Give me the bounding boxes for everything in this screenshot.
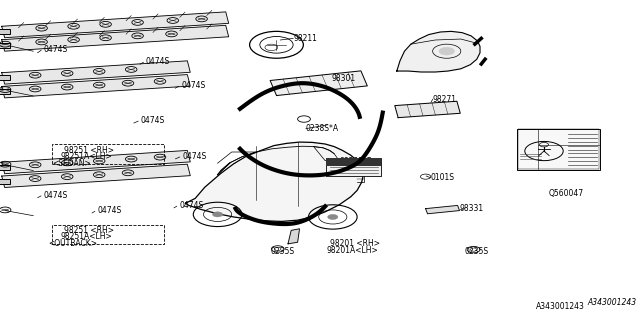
Bar (0, 29, 10, 34)
Circle shape (328, 214, 338, 220)
Bar (517, 129, 600, 170)
Text: 98251A<LH>: 98251A<LH> (61, 152, 113, 161)
Polygon shape (2, 150, 190, 174)
Polygon shape (186, 142, 364, 221)
Text: 98251A<LH>: 98251A<LH> (61, 232, 113, 241)
Text: 0474S: 0474S (181, 81, 205, 90)
Text: 0235S: 0235S (270, 247, 294, 256)
Text: Q560047: Q560047 (549, 189, 584, 198)
Text: 98211: 98211 (293, 34, 317, 43)
Bar (0, 43, 10, 48)
Text: A343001243: A343001243 (536, 302, 585, 311)
Polygon shape (288, 229, 300, 244)
Circle shape (212, 212, 223, 217)
Polygon shape (395, 101, 460, 118)
Text: 98281*B: 98281*B (339, 157, 372, 166)
Bar (0, 89, 10, 94)
Polygon shape (2, 164, 190, 188)
Text: 0474S: 0474S (146, 57, 170, 66)
Bar (326, 158, 381, 176)
Text: <OUTBACK>: <OUTBACK> (48, 239, 97, 248)
Text: 98331: 98331 (460, 204, 484, 213)
Text: 98281*A: 98281*A (552, 143, 585, 152)
Text: <RH,LH>: <RH,LH> (554, 149, 590, 158)
Polygon shape (2, 61, 190, 84)
Bar (326, 158, 381, 166)
Text: (-2003): (-2003) (554, 156, 582, 164)
Text: 98201 <RH>: 98201 <RH> (330, 239, 380, 248)
Polygon shape (2, 12, 228, 38)
Text: 0238S*A: 0238S*A (306, 124, 339, 133)
Text: 98201A<LH>: 98201A<LH> (326, 246, 378, 255)
Text: 98271: 98271 (433, 95, 457, 104)
Text: 98251 <RH>: 98251 <RH> (64, 146, 114, 155)
Polygon shape (426, 205, 460, 214)
Polygon shape (270, 71, 367, 96)
Polygon shape (2, 25, 228, 51)
Text: 0235S: 0235S (465, 247, 489, 256)
Bar (0, 75, 10, 80)
Bar (0, 179, 10, 184)
Circle shape (439, 47, 454, 55)
Text: 0474S: 0474S (44, 191, 68, 200)
Text: 98251 <RH>: 98251 <RH> (64, 226, 114, 235)
Text: 0474S: 0474S (97, 206, 122, 215)
Text: 0474S: 0474S (182, 152, 207, 161)
Text: A343001243: A343001243 (588, 298, 637, 307)
Text: 0474S: 0474S (179, 201, 204, 210)
Polygon shape (397, 31, 480, 72)
Text: 0101S: 0101S (430, 173, 454, 182)
Text: 0474S: 0474S (141, 116, 165, 125)
Bar (0, 165, 10, 170)
Text: <SEDAN>: <SEDAN> (52, 159, 92, 168)
Text: 0474S: 0474S (44, 45, 68, 54)
Text: 98301: 98301 (332, 74, 356, 83)
Polygon shape (2, 75, 190, 98)
